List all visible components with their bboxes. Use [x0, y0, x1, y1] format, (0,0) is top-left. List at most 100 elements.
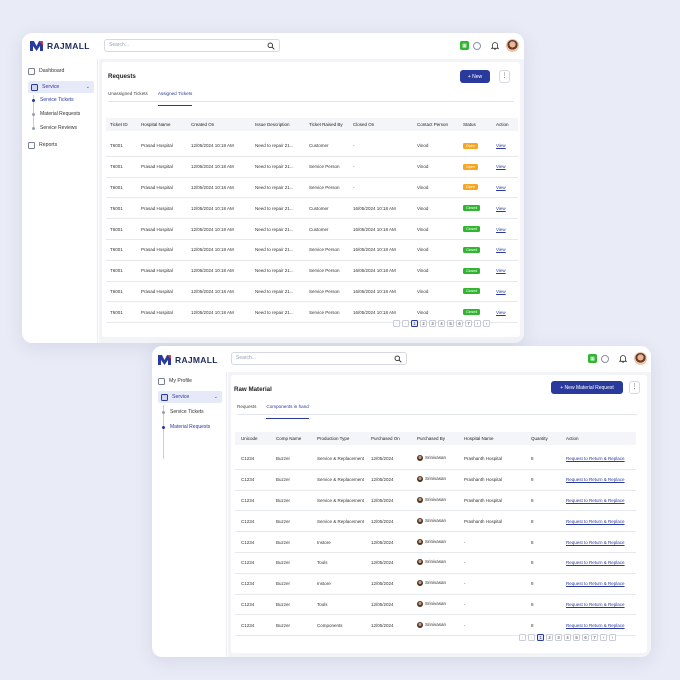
sidebar-item-my-profile[interactable]: My Profile: [158, 375, 192, 387]
table-cell: Srinivasan: [417, 621, 446, 628]
view-link[interactable]: View: [496, 164, 506, 170]
view-link[interactable]: View: [496, 205, 506, 211]
tab-requests[interactable]: Requests: [237, 404, 257, 409]
table-row[interactable]: T6001 Prasad Hospital 12/05/2024 10:18 AM N…: [106, 219, 518, 240]
request-return-replace-link[interactable]: Request to Return & Replace: [566, 497, 625, 503]
page-button-2[interactable]: 2: [420, 320, 427, 327]
tab-assigned-tickets[interactable]: Assigned Tickets: [157, 90, 193, 106]
sidebar-subitem-service-tickets[interactable]: Service Tickets: [162, 409, 204, 415]
request-return-replace-link[interactable]: Request to Return & Replace: [566, 539, 625, 545]
prev-page-button[interactable]: ‹: [519, 634, 526, 641]
prev-page-button[interactable]: ‹: [528, 634, 535, 641]
view-link[interactable]: View: [496, 309, 506, 315]
table-row[interactable]: C1234 Buzzer Components 12/05/2024 Srinivasa…: [235, 615, 636, 637]
next-page-button[interactable]: ›: [483, 320, 490, 327]
table-row[interactable]: T6001 Prasad Hospital 12/05/2024 10:18 AM N…: [106, 157, 518, 178]
new-material-request-button[interactable]: + New Material Request: [551, 381, 623, 394]
page-button-1[interactable]: 1: [537, 634, 544, 641]
view-link[interactable]: View: [496, 288, 506, 294]
table-cell: Service Person: [309, 268, 340, 274]
page-button-3[interactable]: 3: [429, 320, 436, 327]
table-row[interactable]: T6001 Prasad Hospital 12/05/2024 10:18 AM N…: [106, 240, 518, 261]
new-button[interactable]: + New: [460, 70, 490, 83]
table-row[interactable]: C1234 Buzzer Tools 12/05/2024 Srinivasan - 8 Re…: [235, 595, 636, 616]
sidebar-subitem-material-requests[interactable]: Material Requests: [32, 111, 80, 117]
table-row[interactable]: T6001 Prasad Hospital 12/05/2024 10:18 AM N…: [106, 178, 518, 199]
table-cell: C1234: [241, 539, 255, 545]
request-return-replace-link[interactable]: Request to Return & Replace: [566, 601, 625, 607]
page-button-7[interactable]: 7: [465, 320, 472, 327]
table-row[interactable]: T6001 Prasad Hospital 12/05/2024 10:18 AM N…: [106, 261, 518, 282]
table-cell: 12/05/2024: [371, 560, 394, 566]
app-switch-icon[interactable]: ▦: [460, 41, 469, 50]
more-options-icon[interactable]: ⋮: [629, 381, 640, 394]
table-row[interactable]: T6001 Prasad Hospital 12/05/2024 10:18 AM N…: [106, 136, 518, 157]
page-button-1[interactable]: 1: [411, 320, 418, 327]
page-button-5[interactable]: 5: [573, 634, 580, 641]
brand-logo[interactable]: RAJMALL: [158, 355, 218, 365]
tab-components-in-hand[interactable]: Components in hand: [266, 403, 310, 419]
app-switch-icon[interactable]: ▦: [588, 354, 597, 363]
table-cell: C1234: [241, 456, 255, 462]
table-row[interactable]: C1234 Buzzer Service & Replacement 12/05/20…: [235, 491, 636, 512]
table-row[interactable]: T6001 Prasad Hospital 12/05/2024 10:18 AM N…: [106, 302, 518, 324]
page-button-6[interactable]: 6: [582, 634, 589, 641]
table-row[interactable]: C1234 Buzzer Service & Replacement 12/05/20…: [235, 470, 636, 491]
request-return-replace-link[interactable]: Request to Return & Replace: [566, 581, 625, 587]
table-row[interactable]: T6001 Prasad Hospital 12/05/2024 10:18 AM N…: [106, 198, 518, 220]
page-button-7[interactable]: 7: [591, 634, 598, 641]
table-row[interactable]: C1234 Buzzer Service & Replacement 12/05/20…: [235, 511, 636, 533]
search-input[interactable]: Search...: [231, 352, 407, 365]
bell-icon[interactable]: [619, 354, 627, 363]
table-row[interactable]: T6001 Prasad Hospital 12/05/2024 10:18 AM N…: [106, 282, 518, 303]
user-avatar[interactable]: [506, 39, 519, 52]
page-button-4[interactable]: 4: [438, 320, 445, 327]
table-row[interactable]: C1234 Buzzer Instore 12/05/2024 Srinivasan - 8…: [235, 574, 636, 595]
tab-unassigned-tickets[interactable]: Unassigned Tickets: [108, 91, 148, 96]
page-button-3[interactable]: 3: [555, 634, 562, 641]
request-return-replace-link[interactable]: Request to Return & Replace: [566, 477, 625, 483]
sidebar-item-reports[interactable]: Reports: [28, 139, 57, 151]
bell-icon[interactable]: [491, 41, 499, 50]
more-options-icon[interactable]: ⋮: [499, 70, 510, 83]
page-button-5[interactable]: 5: [447, 320, 454, 327]
next-page-button[interactable]: ›: [474, 320, 481, 327]
sidebar-subitem-material-requests[interactable]: Material Requests: [162, 424, 210, 430]
sidebar-item-service[interactable]: Service ⌄: [158, 391, 222, 403]
view-link[interactable]: View: [496, 268, 506, 274]
sidebar-subitem-service-tickets[interactable]: Service Tickets: [32, 97, 74, 103]
prev-page-button[interactable]: ‹: [402, 320, 409, 327]
sidebar-item-dashboard[interactable]: Dashboard: [28, 65, 64, 77]
request-return-replace-link[interactable]: Request to Return & Replace: [566, 560, 625, 566]
next-page-button[interactable]: ›: [600, 634, 607, 641]
table-row[interactable]: C1234 Buzzer Service & Replacement 12/05/20…: [235, 449, 636, 470]
brand-logo[interactable]: RAJMALL: [30, 41, 90, 51]
page-button-4[interactable]: 4: [564, 634, 571, 641]
next-page-button[interactable]: ›: [609, 634, 616, 641]
request-return-replace-link[interactable]: Request to Return & Replace: [566, 622, 625, 628]
prev-page-button[interactable]: ‹: [393, 320, 400, 327]
sidebar-item-service[interactable]: Service ⌄: [28, 81, 94, 93]
table-row[interactable]: C1234 Buzzer Tools 12/05/2024 Srinivasan - 8 Re…: [235, 553, 636, 574]
table-row[interactable]: C1234 Buzzer Instore 12/05/2024 Srinivasan - 8…: [235, 532, 636, 553]
help-icon[interactable]: [473, 41, 481, 50]
user-avatar[interactable]: [634, 352, 647, 365]
table-cell: Srinivasan: [417, 455, 446, 462]
sidebar-subitem-service-reviews[interactable]: Service Reviews: [32, 125, 77, 131]
column-header: Ticket ID: [110, 122, 128, 127]
view-link[interactable]: View: [496, 226, 506, 232]
request-return-replace-link[interactable]: Request to Return & Replace: [566, 456, 625, 462]
main-area: Requests + New ⋮ Unassigned Tickets Assi…: [99, 59, 524, 343]
view-link[interactable]: View: [496, 247, 506, 253]
view-link[interactable]: View: [496, 184, 506, 190]
search-icon[interactable]: [267, 42, 275, 50]
page-button-2[interactable]: 2: [546, 634, 553, 641]
view-link[interactable]: View: [496, 143, 506, 149]
search-icon[interactable]: [394, 355, 402, 363]
request-return-replace-link[interactable]: Request to Return & Replace: [566, 518, 625, 524]
help-icon[interactable]: [601, 354, 609, 363]
table-cell: Service Person: [309, 288, 340, 294]
search-input[interactable]: Search...: [104, 39, 280, 52]
page-button-6[interactable]: 6: [456, 320, 463, 327]
reports-icon: [28, 141, 35, 149]
